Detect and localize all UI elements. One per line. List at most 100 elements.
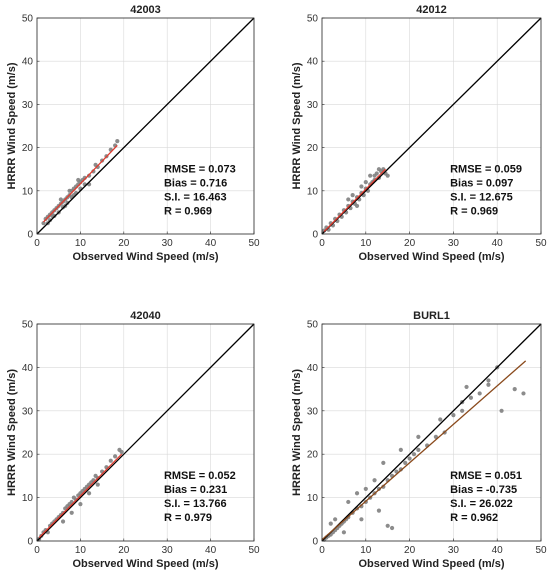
y-tick-label: 50 [307, 320, 319, 331]
stat-line: RMSE = 0.052 [164, 470, 236, 482]
data-point [486, 382, 491, 387]
data-point [69, 510, 74, 515]
data-point [58, 197, 63, 202]
data-point [411, 452, 417, 457]
data-point [398, 447, 403, 452]
data-point [115, 139, 120, 144]
x-tick-label: 20 [118, 545, 130, 556]
data-point [403, 460, 408, 465]
panel-1: 00 10 10 20 20 30 30 40 40 50 50 42003 Observed Wind… [6, 4, 260, 263]
data-point [363, 180, 368, 185]
stat-line: Bias = 0.716 [164, 177, 227, 189]
data-point [381, 460, 386, 465]
x-axis-label: Observed Wind Speed (m/s) [73, 558, 219, 570]
plot-frame [36, 323, 255, 542]
fit-line [43, 144, 118, 223]
data-point [341, 530, 346, 535]
data-point [78, 502, 83, 507]
data-point [363, 486, 368, 492]
data-point [328, 521, 333, 526]
x-tick-label: 0 [319, 238, 325, 249]
data-point [398, 467, 403, 472]
data-point [460, 408, 465, 413]
y-tick-label: 10 [307, 493, 319, 504]
x-tick-label: 50 [535, 545, 547, 556]
data-point [350, 193, 355, 198]
data-point [433, 434, 438, 439]
fit-line [38, 453, 123, 538]
x-tick-label: 20 [404, 545, 416, 556]
y-tick-label: 20 [22, 143, 34, 154]
y-tick-label: 20 [22, 450, 34, 461]
data-point [41, 221, 46, 226]
y-tick-label: 0 [312, 230, 318, 241]
y-tick-label: 40 [307, 363, 319, 374]
data-point [521, 391, 526, 396]
data-point [354, 203, 360, 209]
stat-line: R = 0.979 [164, 512, 212, 524]
data-point [438, 417, 443, 422]
y-tick-label: 0 [27, 230, 33, 241]
data-point [416, 447, 421, 452]
y-tick-label: 30 [22, 100, 34, 111]
data-point [468, 395, 474, 400]
data-point [407, 456, 412, 461]
data-point [113, 454, 118, 459]
stat-line: R = 0.969 [164, 205, 212, 217]
data-point [376, 508, 382, 513]
data-point [359, 184, 364, 189]
y-axis-label: HRRR Wind Speed (m/s) [6, 369, 18, 496]
y-tick-label: 10 [22, 186, 34, 197]
panel-4: 00 10 10 20 20 30 30 40 40 50 50 BURL1 Observed Wind… [291, 310, 547, 570]
plot-frame [321, 323, 542, 542]
x-tick-label: 50 [248, 238, 260, 249]
y-tick-label: 40 [22, 363, 34, 374]
data-point [333, 517, 338, 522]
x-tick-label: 10 [75, 545, 87, 556]
data-point [119, 449, 124, 455]
x-tick-label: 30 [162, 545, 174, 556]
data-point [91, 169, 96, 174]
data-point [374, 171, 379, 176]
data-point [416, 434, 421, 439]
stat-line: S.I. = 26.022 [450, 498, 513, 510]
y-tick-label: 40 [22, 57, 34, 68]
data-point [346, 499, 351, 505]
y-tick-label: 30 [22, 406, 34, 417]
data-point [359, 517, 364, 522]
y-tick-label: 50 [22, 320, 34, 331]
y-tick-label: 40 [307, 57, 319, 68]
x-tick-label: 0 [34, 545, 40, 556]
plot-frame [36, 17, 255, 235]
x-tick-label: 40 [492, 238, 504, 249]
stat-line: S.I. = 16.463 [164, 191, 227, 203]
y-tick-label: 50 [22, 14, 34, 25]
y-tick-label: 30 [307, 100, 319, 111]
data-point [86, 173, 92, 178]
y-axis-label: HRRR Wind Speed (m/s) [291, 62, 303, 189]
reference-line [321, 17, 542, 235]
x-tick-label: 0 [34, 238, 40, 249]
x-tick-label: 30 [448, 545, 460, 556]
data-point [108, 458, 113, 463]
x-tick-label: 50 [248, 545, 260, 556]
x-tick-label: 30 [162, 238, 174, 249]
x-tick-label: 40 [492, 545, 504, 556]
data-point [385, 173, 390, 178]
data-point [368, 173, 373, 178]
data-point [95, 482, 100, 487]
x-tick-label: 10 [360, 238, 372, 249]
data-point [464, 384, 469, 390]
stat-line: Bias = 0.097 [450, 177, 513, 189]
x-tick-label: 40 [205, 238, 217, 249]
stat-line: RMSE = 0.051 [450, 470, 522, 482]
panel-3: 00 10 10 20 20 30 30 40 40 50 50 42040 Observed Wind… [6, 310, 260, 570]
y-tick-label: 20 [307, 450, 319, 461]
x-tick-label: 40 [205, 545, 217, 556]
panel-2: 00 10 10 20 20 30 30 40 40 50 50 42012 Observed Wind… [291, 4, 547, 263]
data-point [512, 387, 517, 392]
fit-line [323, 168, 386, 232]
chart-title: 42040 [130, 310, 161, 322]
data-point [86, 491, 92, 496]
